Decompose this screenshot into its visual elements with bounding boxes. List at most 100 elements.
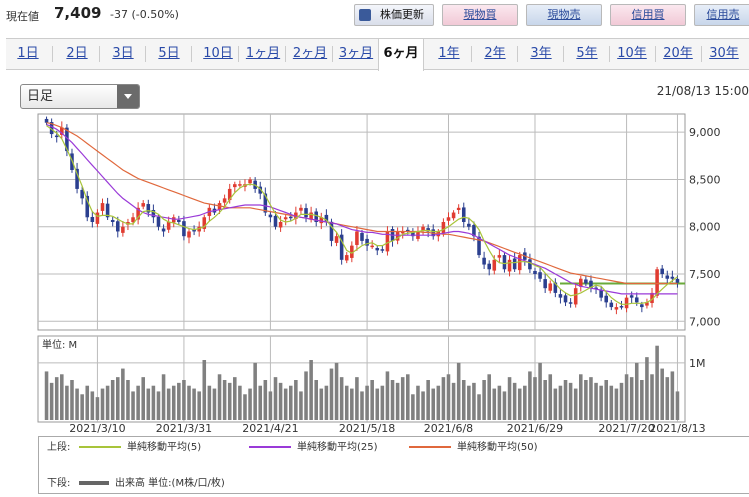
volume-bar [523, 385, 527, 420]
volume-bar [436, 385, 441, 420]
tab-1d[interactable]: 1日 [17, 46, 39, 61]
refresh-label: 株価更新 [380, 8, 424, 21]
tab-3d[interactable]: 3日 [112, 46, 134, 61]
volume-bar [222, 380, 227, 420]
tab-1y[interactable]: 1年 [438, 46, 460, 61]
candle-body [90, 216, 95, 222]
tab-30y[interactable]: 30年 [709, 46, 739, 61]
candle-body [344, 255, 349, 261]
candle-body [497, 255, 502, 258]
candle-body [110, 220, 115, 222]
volume-bar [634, 362, 639, 420]
volume-bar [380, 385, 385, 420]
tab-3m[interactable]: 3ヶ月 [338, 46, 374, 61]
volume-bar [75, 388, 79, 420]
y-tick-label: 7,000 [689, 315, 721, 328]
tab-3y[interactable]: 3年 [530, 46, 552, 61]
volume-bar [339, 377, 344, 420]
tab-20y[interactable]: 20年 [663, 46, 693, 61]
ma5-line [46, 125, 678, 305]
candle-body [543, 279, 547, 289]
candle-body [166, 222, 171, 230]
volume-bar [309, 360, 313, 420]
candle-body [573, 288, 578, 305]
refresh-price-button[interactable]: 株価更新 [354, 4, 434, 26]
volume-bar [294, 380, 298, 420]
volume-bar [243, 394, 247, 420]
volume-bar [431, 388, 436, 420]
volume-bar [568, 382, 573, 420]
volume-bar [599, 385, 603, 420]
margin-sell-button[interactable]: 信用売 [694, 4, 749, 26]
candle-body [558, 294, 563, 298]
tab-2m[interactable]: 2ヶ月 [292, 46, 328, 61]
spot-sell-button[interactable]: 現物売 [526, 4, 602, 26]
candle-body [187, 231, 191, 238]
candle-body [507, 259, 512, 272]
candle-body [640, 304, 644, 308]
volume-bar [660, 368, 664, 420]
candle-body [115, 221, 120, 232]
candle-body [355, 231, 359, 245]
candle-body [360, 232, 364, 241]
volume-bar [70, 380, 74, 420]
candle-body [619, 306, 624, 308]
y-tick-label: 8,000 [689, 221, 721, 234]
volume-bar [594, 382, 598, 420]
candle-body [634, 297, 639, 303]
candle-body [568, 302, 573, 304]
candle-body [258, 186, 263, 194]
tab-5d[interactable]: 5日 [158, 46, 180, 61]
candle-body [477, 236, 481, 256]
candle-body [222, 198, 227, 203]
y-tick-label: 9,000 [689, 126, 721, 139]
candle-body [85, 195, 90, 218]
x-tick-label: 2021/5/18 [339, 422, 395, 435]
volume-bar [115, 377, 120, 420]
candle-body [177, 219, 181, 222]
volume-bar [227, 382, 232, 420]
tab-10d[interactable]: 10日 [203, 46, 233, 61]
volume-bar [283, 388, 288, 420]
tab-6m[interactable]: 6ヶ月 [378, 39, 424, 71]
volume-bar [645, 357, 649, 420]
volume-bar [624, 374, 629, 420]
legend-lower-label: 下段: [47, 478, 71, 489]
volume-bar [487, 374, 491, 420]
volume-bar [136, 385, 140, 420]
margin-buy-button[interactable]: 信用買 [610, 4, 686, 26]
x-tick-label: 2021/6/8 [424, 422, 473, 435]
period-select-value: 日足 [27, 89, 54, 104]
volume-bar [268, 391, 273, 420]
period-tabs: 1日 2日 3日 5日 10日 1ヶ月 2ヶ月 3ヶ月 6ヶ月 1年 2年 3年… [6, 38, 749, 71]
period-select[interactable]: 日足 [20, 84, 140, 109]
volume-bar [416, 385, 420, 420]
volume-bar [553, 388, 558, 420]
candle-body [288, 216, 293, 219]
volume-bar [151, 385, 156, 420]
candle-body [512, 258, 517, 270]
volume-bar [406, 374, 410, 420]
candle-body [263, 193, 268, 213]
tab-2y[interactable]: 2年 [484, 46, 506, 61]
candle-body [451, 212, 456, 219]
volume-bar [299, 391, 303, 420]
candle-body [248, 179, 252, 184]
volume-bar [446, 374, 451, 420]
volume-bar [121, 368, 125, 420]
candle-body [182, 221, 186, 237]
chart-datetime: 21/08/13 15:00 [656, 84, 749, 98]
volume-bar [451, 382, 456, 420]
tab-5y[interactable]: 5年 [576, 46, 598, 61]
volume-bar [507, 377, 512, 420]
volume-bar [619, 382, 624, 420]
volume-bar [131, 391, 135, 420]
candle-body [339, 234, 344, 260]
candle-body [594, 287, 598, 290]
tab-1m[interactable]: 1ヶ月 [245, 46, 281, 61]
tab-2d[interactable]: 2日 [66, 46, 88, 61]
volume-bar [558, 385, 563, 420]
tab-10y[interactable]: 10年 [617, 46, 647, 61]
spot-buy-button[interactable]: 現物買 [442, 4, 518, 26]
candle-body [136, 207, 140, 220]
